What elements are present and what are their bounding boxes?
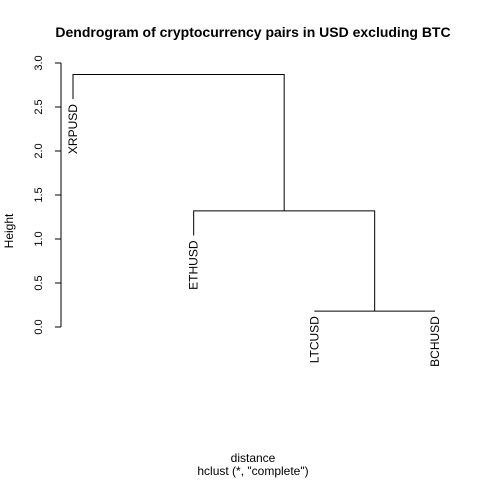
y-axis: 0.0 0.5 1.0 1.5 2.0 2.5 3.0 [33, 55, 62, 335]
leaf-label: XRPUSD [66, 104, 80, 154]
y-tick-label: 1.0 [33, 231, 45, 246]
dendrogram-links [72, 73, 435, 312]
y-axis-label: Height [2, 213, 16, 248]
x-axis-label: distance [231, 451, 276, 465]
y-tick-label: 1.5 [33, 187, 45, 202]
y-tick-label: 2.0 [33, 143, 45, 158]
leaf-label: BCHUSD [428, 316, 442, 367]
y-tick-label: 0.0 [33, 319, 45, 334]
y-tick-label: 0.5 [33, 275, 45, 290]
chart-title: Dendrogram of cryptocurrency pairs in US… [55, 24, 450, 40]
leaf-label: ETHUSD [187, 240, 201, 290]
dendrogram-link [193, 210, 376, 312]
leaf-label: LTCUSD [307, 316, 321, 363]
leaf-labels: XRPUSD ETHUSD LTCUSD BCHUSD [66, 104, 442, 367]
y-tick-label: 2.5 [33, 99, 45, 114]
dendrogram-link [72, 73, 285, 211]
method-sublabel: hclust (*, "complete") [197, 464, 308, 478]
y-tick-label: 3.0 [33, 55, 45, 70]
